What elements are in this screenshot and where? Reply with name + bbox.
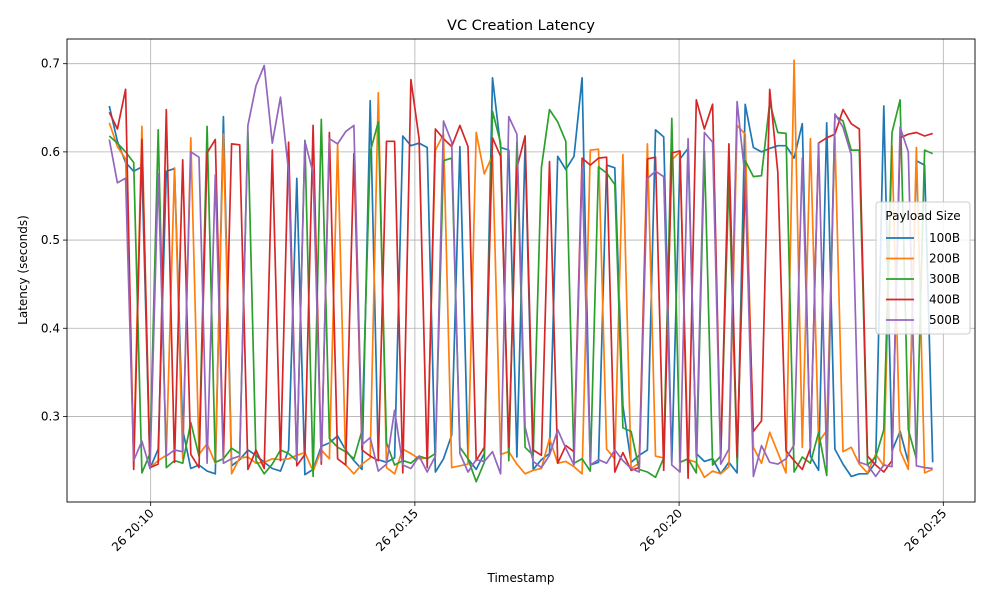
y-axis-ticks: 0.3 0.4 0.5 0.6 0.7 — [41, 57, 67, 423]
legend-label: 500B — [929, 313, 960, 327]
legend: Payload Size 100B 200B 300B 400B 500B — [875, 201, 971, 335]
y-tick-label: 0.4 — [41, 321, 60, 335]
plot-area-frame — [66, 38, 976, 503]
legend-label: 200B — [929, 252, 960, 266]
legend-label: 300B — [929, 272, 960, 286]
y-tick-label: 0.5 — [41, 233, 60, 247]
x-tick-label: 26 20:15 — [373, 506, 421, 554]
legend-label: 400B — [929, 293, 960, 307]
y-tick-label: 0.7 — [41, 57, 60, 71]
chart-title: VC Creation Latency — [447, 18, 595, 34]
x-axis-ticks: 26 20:10 26 20:15 26 20:20 26 20:25 — [109, 502, 949, 554]
x-tick-label: 26 20:25 — [902, 506, 950, 554]
y-tick-label: 0.6 — [41, 145, 60, 159]
legend-box — [875, 201, 971, 335]
series-line-500B — [108, 64, 933, 478]
legend-title: Payload Size — [885, 209, 960, 223]
x-tick-label: 26 20:20 — [637, 506, 685, 554]
series-line-200B — [108, 59, 934, 479]
series-line-400B — [108, 78, 933, 480]
y-axis-label: Latency (seconds) — [16, 215, 30, 325]
series-lines — [108, 59, 934, 483]
x-axis-label: Timestamp — [487, 571, 555, 585]
legend-items: 100B 200B 300B 400B 500B — [886, 231, 960, 327]
y-tick-label: 0.3 — [41, 409, 60, 423]
legend-label: 100B — [929, 231, 960, 245]
x-tick-label: 26 20:10 — [109, 506, 157, 554]
